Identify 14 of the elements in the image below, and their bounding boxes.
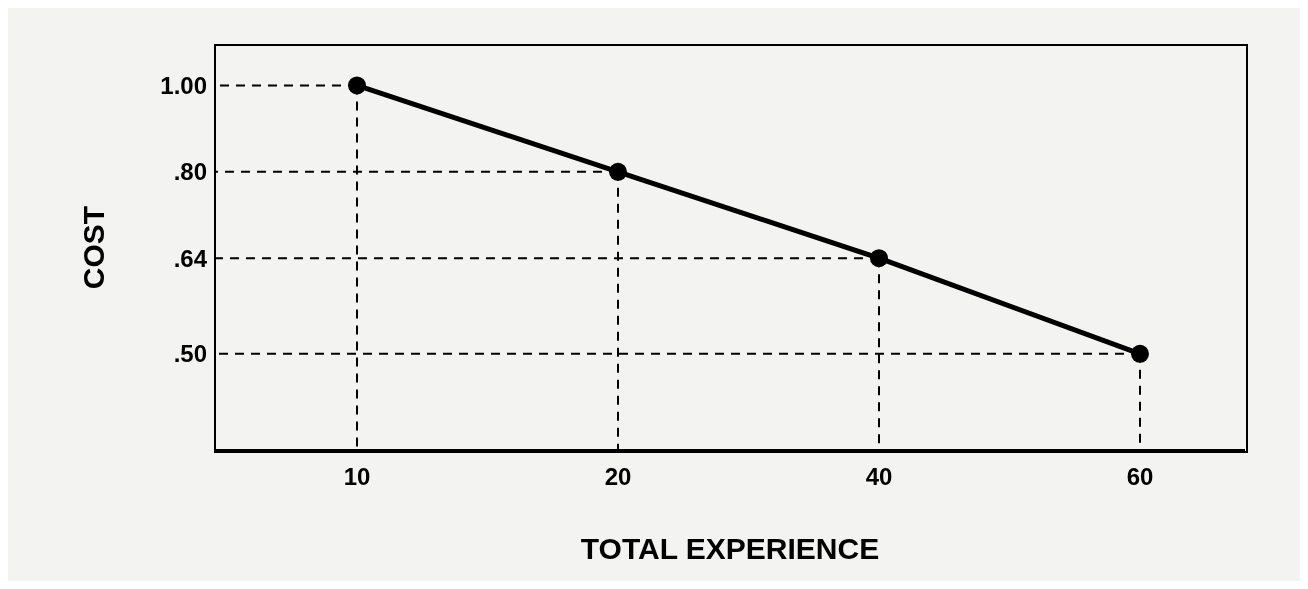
point	[348, 76, 366, 95]
point	[1131, 344, 1149, 363]
y-tick-label: .64	[173, 244, 208, 272]
x-tick-label: 10	[343, 463, 371, 491]
y-axis-title: COST	[76, 205, 110, 290]
point	[609, 162, 627, 181]
x-axis-title: TOTAL EXPERIENCE	[580, 532, 880, 565]
y-tick-label: .80	[173, 158, 207, 186]
x-tick-label: 20	[604, 463, 632, 491]
point	[870, 249, 888, 268]
y-tick-label: .50	[173, 340, 207, 368]
x-tick-label: 60	[1126, 463, 1154, 491]
y-tick-label: 1.00	[160, 71, 207, 99]
x-tick-label: 40	[865, 463, 893, 491]
